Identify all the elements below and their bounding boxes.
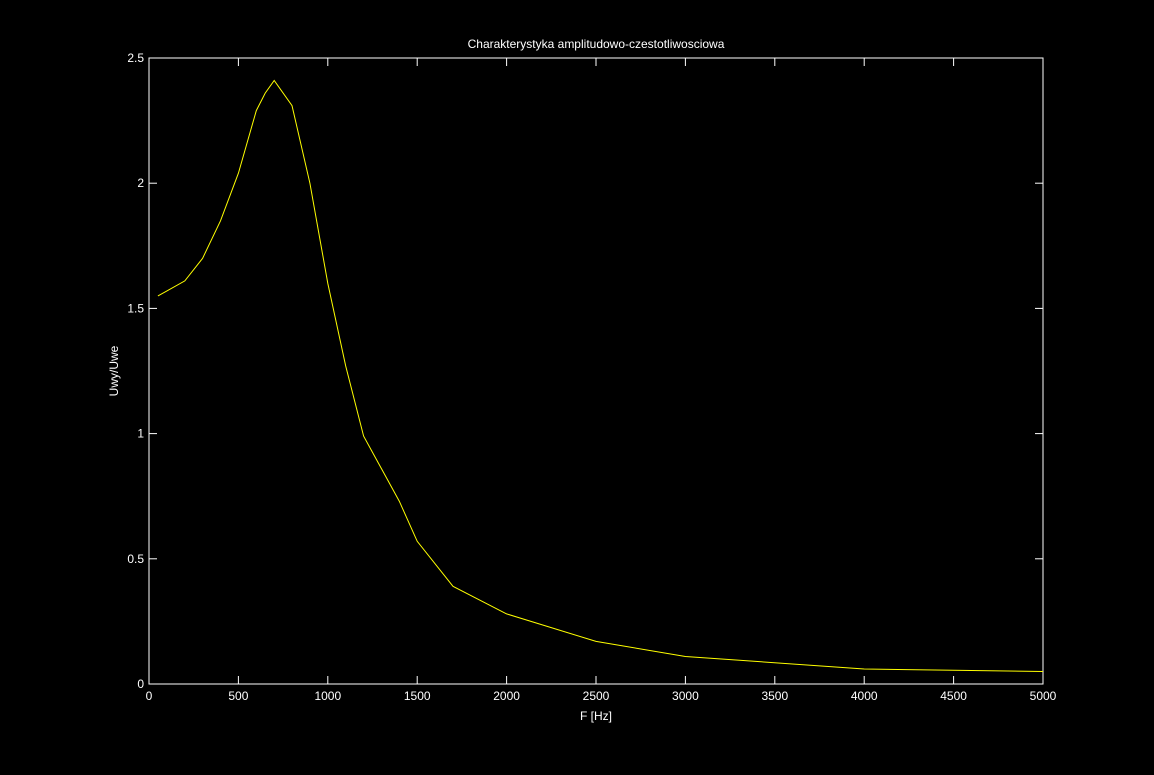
x-tick-label: 3500 (761, 689, 788, 703)
y-tick-label: 1 (137, 427, 144, 441)
y-tick-label: 0.5 (127, 552, 144, 566)
y-tick-label: 2 (137, 176, 144, 190)
x-tick-label: 1000 (314, 689, 341, 703)
y-tick-label: 2.5 (127, 51, 144, 65)
x-tick-label: 3000 (672, 689, 699, 703)
x-tick-label: 1500 (404, 689, 431, 703)
series-group (157, 79, 1044, 672)
axis-ticks (148, 57, 1044, 685)
plot-frame (148, 57, 1044, 685)
x-tick-label: 4500 (940, 689, 967, 703)
x-tick-label: 2000 (493, 689, 520, 703)
x-tick-label: 0 (146, 689, 153, 703)
x-tick-label: 4000 (851, 689, 878, 703)
y-tick-label: 0 (137, 677, 144, 691)
y-tick-label: 1.5 (127, 301, 144, 315)
x-tick-label: 500 (228, 689, 248, 703)
y-axis-label: Uwy/Uwe (107, 345, 121, 396)
series-line (157, 79, 1044, 672)
x-tick-label: 2500 (583, 689, 610, 703)
x-tick-label: 5000 (1030, 689, 1057, 703)
axis-tick-labels: 0 500 1000 1500 2000 2500 3000 3500 4000 4500 5000… (127, 51, 1056, 703)
chart-title: Charakterystyka amplitudowo-czestotliwos… (468, 37, 725, 51)
x-axis-label: F [Hz] (580, 709, 612, 723)
